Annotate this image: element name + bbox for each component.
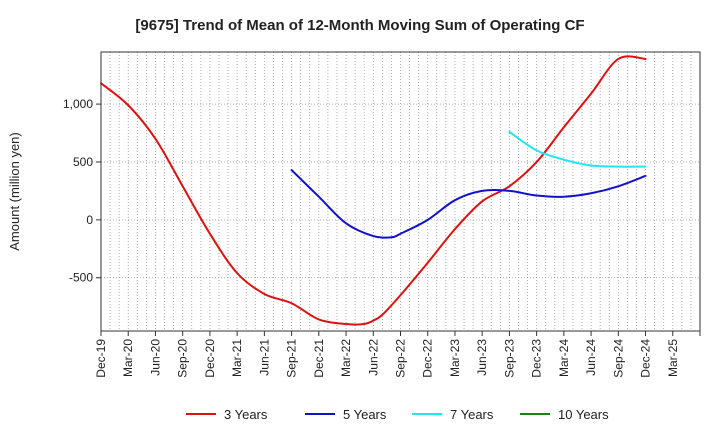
x-tick-label: Sep-20 (176, 339, 190, 378)
x-tick-label: Sep-23 (502, 339, 516, 378)
x-tick-label: Sep-24 (611, 339, 625, 378)
x-tick-label: Sep-22 (394, 339, 408, 378)
y-tick-label: 1,000 (63, 97, 93, 111)
x-tick-label: Dec-19 (94, 339, 108, 378)
x-tick-label: Mar-25 (666, 339, 680, 377)
x-tick-label: Jun-24 (584, 339, 598, 376)
x-tick-label: Jun-22 (366, 339, 380, 376)
x-tick-label: Jun-23 (475, 339, 489, 376)
x-tick-label: Mar-20 (121, 339, 135, 377)
legend-label: 10 Years (558, 407, 609, 422)
chart-title: [9675] Trend of Mean of 12-Month Moving … (135, 17, 584, 34)
x-tick-label: Dec-20 (203, 339, 217, 378)
x-tick-label: Mar-22 (339, 339, 353, 377)
x-tick-label: Mar-24 (557, 339, 571, 377)
x-tick-label: Dec-23 (530, 339, 544, 378)
x-tick-label: Mar-23 (448, 339, 462, 377)
legend: 3 Years 5 Years 7 Years 10 Years (186, 407, 609, 422)
y-axis-label: Amount (million yen) (7, 132, 22, 251)
x-tick-label: Jun-21 (257, 339, 271, 376)
legend-label: 5 Years (343, 407, 387, 422)
x-tick-label: Dec-21 (312, 339, 326, 378)
y-tick-label: 500 (73, 155, 93, 169)
y-axis-ticks: 1,000 500 0 -500 (63, 97, 101, 285)
series-line-5-years (290, 169, 647, 239)
x-tick-label: Dec-22 (421, 339, 435, 378)
series-line-3-years (100, 55, 647, 326)
series-lines (100, 55, 647, 326)
y-tick-label: -500 (69, 271, 93, 285)
legend-item-5-years: 5 Years (305, 407, 387, 422)
legend-item-7-years: 7 Years (412, 407, 494, 422)
series-line-7-years (508, 130, 647, 168)
x-axis-ticks: Dec-19 Mar-20 Jun-20 Sep-20 Dec-20 Mar-21 Jun-… (94, 331, 701, 378)
legend-label: 3 Years (224, 407, 268, 422)
legend-item-10-years: 10 Years (520, 407, 609, 422)
legend-label: 7 Years (450, 407, 494, 422)
y-tick-label: 0 (86, 213, 93, 227)
x-tick-label: Dec-24 (639, 339, 653, 378)
legend-item-3-years: 3 Years (186, 407, 268, 422)
x-tick-label: Mar-21 (230, 339, 244, 377)
x-tick-label: Jun-20 (148, 339, 162, 376)
grid (101, 52, 700, 331)
x-tick-label: Sep-21 (285, 339, 299, 378)
